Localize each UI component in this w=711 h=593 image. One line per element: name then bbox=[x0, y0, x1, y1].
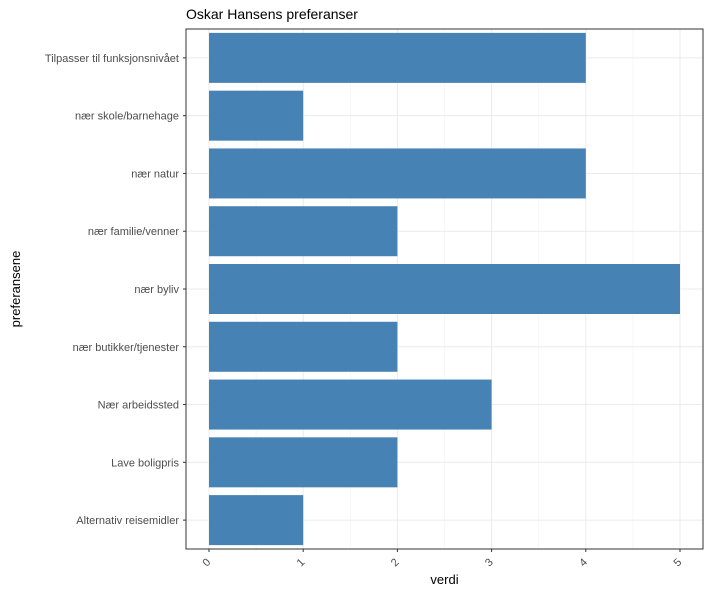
bar bbox=[209, 32, 586, 83]
x-tick-label: 2 bbox=[389, 556, 402, 569]
x-tick-label: 5 bbox=[671, 556, 684, 569]
category-label: Tilpasser til funksjonsnivået bbox=[45, 53, 179, 65]
bar bbox=[209, 206, 398, 257]
x-axis-ticks: 0 1 2 3 4 5 bbox=[200, 549, 684, 569]
category-label: nær natur bbox=[131, 168, 179, 180]
x-tick-label: 1 bbox=[295, 556, 308, 569]
bars bbox=[209, 32, 680, 546]
bar bbox=[209, 148, 586, 199]
chart-title: Oskar Hansens preferanser bbox=[186, 6, 358, 22]
category-label: nær skole/barnehage bbox=[75, 111, 179, 123]
bar bbox=[209, 264, 680, 314]
category-label: nær byliv bbox=[134, 284, 179, 296]
x-axis-title: verdi bbox=[430, 572, 458, 587]
x-tick-label: 4 bbox=[577, 556, 590, 569]
bar bbox=[209, 321, 398, 372]
bar bbox=[209, 495, 304, 546]
bar bbox=[209, 379, 492, 430]
x-tick-label: 3 bbox=[483, 556, 496, 569]
category-label: Alternativ reisemidler bbox=[76, 515, 179, 527]
category-labels: Tilpasser til funksjonsnivået nær skole/b… bbox=[45, 53, 186, 527]
category-label: nær familie/venner bbox=[88, 226, 179, 238]
bar bbox=[209, 437, 398, 488]
category-label: nær butikker/tjenester bbox=[73, 342, 180, 354]
y-axis-title: preferansene bbox=[8, 251, 23, 328]
category-label: Lave boligpris bbox=[111, 457, 179, 469]
x-tick-label: 0 bbox=[200, 556, 213, 569]
bar bbox=[209, 90, 304, 141]
category-label: Nær arbeidssted bbox=[98, 400, 179, 412]
